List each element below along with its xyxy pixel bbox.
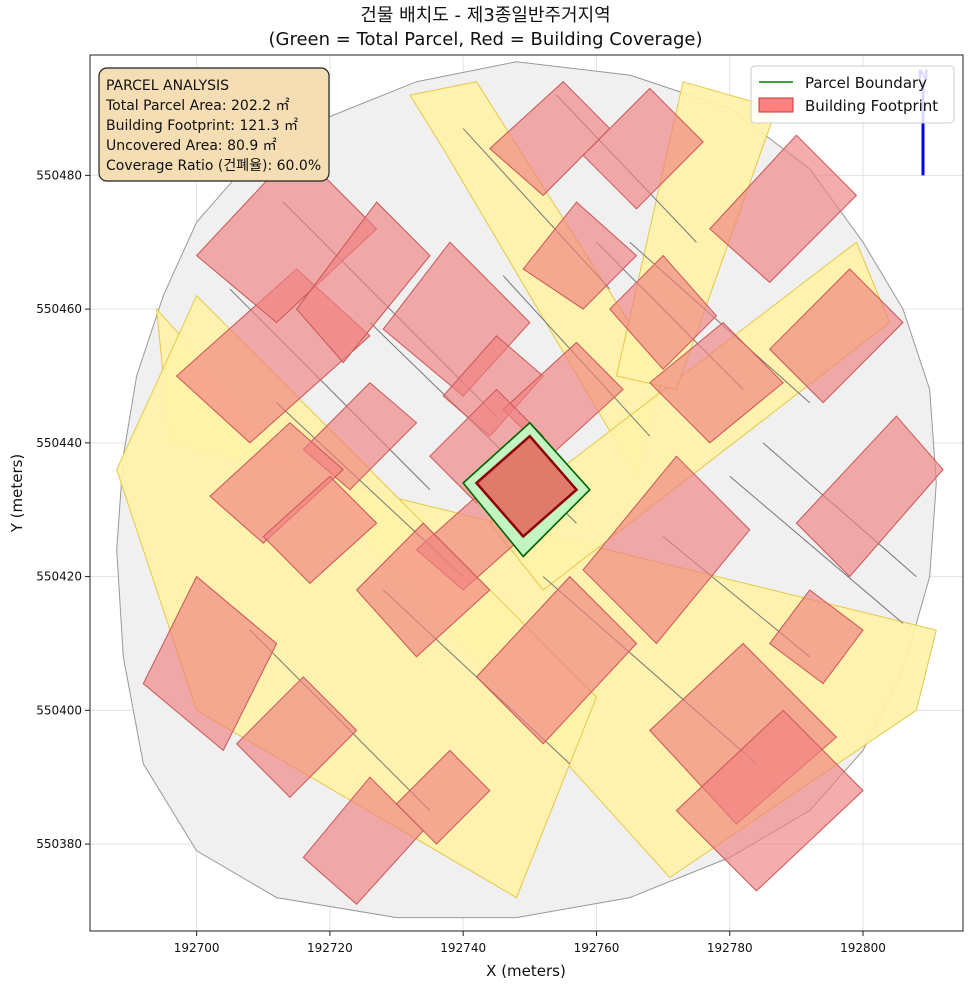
x-tick-label: 192760 [574, 941, 620, 955]
building-footprint [295, 201, 431, 364]
y-tick-label: 550480 [36, 168, 82, 182]
info-box: PARCEL ANALYSIS Total Parcel Area: 202.2… [98, 67, 330, 182]
building-footprint [429, 388, 544, 504]
building-footprint [675, 709, 864, 892]
parcel-line [729, 475, 904, 624]
y-tick-label: 550400 [36, 703, 82, 717]
building-footprint [209, 422, 344, 544]
legend-label-building: Building Footprint [805, 97, 938, 115]
x-tick-label: 192780 [707, 941, 753, 955]
info-box-line-0: PARCEL ANALYSIS [106, 78, 229, 94]
building-footprint [142, 575, 278, 752]
building-footprint [355, 522, 491, 658]
chart-title-line1: 건물 배치도 - 제3종일반주거지역 [360, 5, 611, 26]
y-axis-ticks: 550380 550400 550420 550440 550460 550480 [36, 168, 90, 851]
x-tick-label: 192800 [840, 941, 886, 955]
building-footprint [709, 134, 858, 284]
info-box-line-3: Uncovered Area: 80.9 ㎡ [106, 138, 277, 154]
legend-swatch-building [758, 97, 794, 113]
y-tick-label: 550420 [36, 570, 82, 584]
building-footprint [262, 475, 378, 584]
building-footprint [582, 87, 704, 210]
building-footprint [609, 254, 718, 371]
legend-box [750, 65, 955, 124]
x-tick-label: 192740 [440, 941, 486, 955]
chart-title: 건물 배치도 - 제3종일반주거지역 (Green = Total Parcel… [0, 4, 971, 52]
building-footprint [649, 321, 784, 444]
legend-label-parcel: Parcel Boundary [805, 74, 927, 92]
info-box-background [98, 67, 330, 182]
chart-title-line2: (Green = Total Parcel, Red = Building Co… [268, 29, 703, 50]
building-footprint [395, 749, 491, 845]
target-building-footprint [474, 434, 579, 539]
y-tick-label: 550440 [36, 436, 82, 450]
info-box-line-2: Building Footprint: 121.3 ㎡ [106, 118, 298, 134]
building-footprint [475, 575, 638, 745]
legend: Parcel Boundary Building Footprint [750, 65, 955, 124]
info-box-line-1: Total Parcel Area: 202.2 ㎡ [105, 98, 290, 114]
info-box-line-4: Coverage Ratio (건폐율): 60.0% [106, 158, 321, 174]
building-footprint [795, 415, 944, 578]
building-footprint [768, 268, 904, 404]
x-tick-label: 192720 [307, 941, 353, 955]
y-tick-label: 550460 [36, 302, 82, 316]
x-axis-ticks: 192700 192720 192740 192760 192780 192800 [174, 931, 886, 955]
y-tick-label: 550380 [36, 837, 82, 851]
building-footprint [235, 676, 358, 799]
x-tick-label: 192700 [174, 941, 220, 955]
building-layer [142, 81, 944, 906]
building-footprint [582, 455, 751, 645]
building-footprint [522, 201, 638, 310]
target-parcel-layer [462, 421, 591, 558]
y-axis-label: Y (meters) [8, 454, 26, 534]
x-axis-label: X (meters) [486, 962, 566, 980]
map-layers: N [116, 61, 944, 919]
axes-frame [89, 54, 964, 932]
building-footprint [769, 589, 864, 685]
